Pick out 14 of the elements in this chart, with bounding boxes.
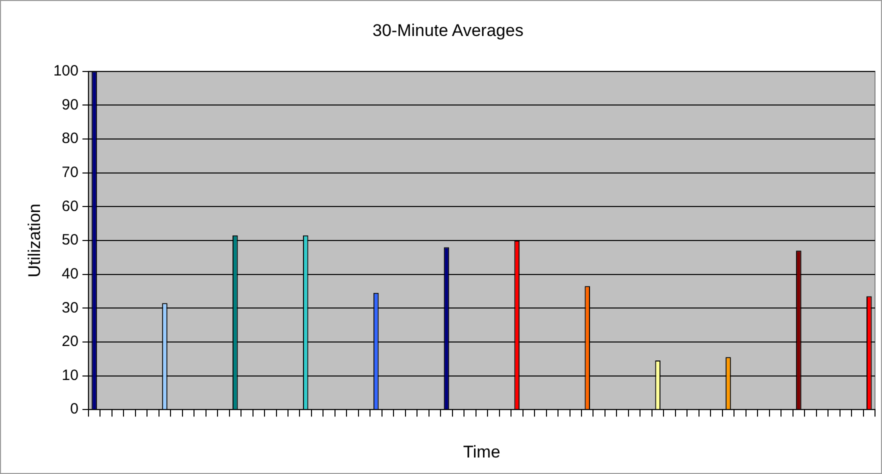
- y-tick-label: 0: [70, 400, 78, 418]
- y-axis-title: Utilization: [24, 204, 44, 278]
- y-tick-label: 20: [62, 333, 78, 350]
- y-tick-label: 80: [62, 130, 78, 148]
- chart-title: 30-Minute Averages: [372, 20, 524, 40]
- y-tick-label: 40: [62, 265, 78, 282]
- x-axis-title: Time: [463, 442, 500, 462]
- y-tick-label: 100: [53, 62, 78, 80]
- y-tick-label: 30: [62, 299, 78, 316]
- y-tick-label: 10: [62, 366, 78, 384]
- y-tick-label: 90: [62, 96, 78, 114]
- y-tick-label: 70: [62, 164, 78, 181]
- y-tick-label: 60: [62, 198, 78, 215]
- y-tick-label: 50: [62, 232, 78, 249]
